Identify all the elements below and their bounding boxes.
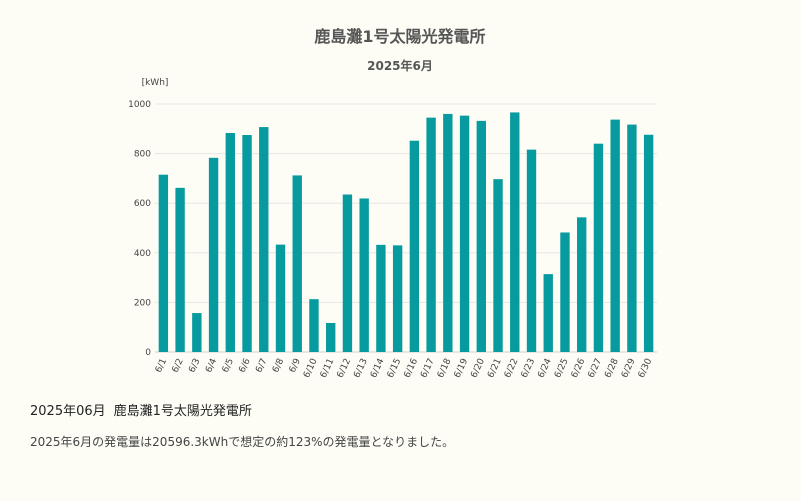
bar bbox=[225, 133, 235, 352]
y-tick-label: 1000 bbox=[128, 100, 151, 110]
x-tick-label: 6/11 bbox=[319, 357, 337, 380]
x-tick-label: 6/25 bbox=[553, 357, 571, 380]
bar bbox=[275, 244, 286, 352]
bar bbox=[426, 117, 436, 352]
bar bbox=[158, 174, 169, 352]
bar bbox=[359, 198, 369, 352]
report-month: 2025年06月 bbox=[30, 404, 106, 419]
bar bbox=[643, 134, 654, 352]
bar bbox=[593, 143, 604, 352]
x-tick-label: 6/27 bbox=[587, 357, 605, 380]
bar bbox=[309, 299, 319, 352]
x-tick-label: 6/1 bbox=[154, 357, 169, 374]
y-tick-label: 400 bbox=[134, 249, 151, 259]
x-tick-label: 6/20 bbox=[469, 357, 487, 380]
bar bbox=[577, 217, 587, 352]
x-axis-ticks: 6/1 6/2 6/3 6/4 6/5 6/6 6/7 6/8 6/9 6/10 6/11 6/12 6… bbox=[154, 357, 655, 380]
bar bbox=[627, 124, 637, 352]
y-axis-ticks: 0 200 400 600 800 1000 bbox=[128, 100, 151, 358]
bar bbox=[242, 135, 252, 352]
report-plant-name: 鹿島灘1号太陽光発電所 bbox=[113, 404, 252, 419]
x-tick-label: 6/16 bbox=[402, 357, 420, 380]
x-tick-label: 6/5 bbox=[221, 357, 236, 374]
bar bbox=[493, 179, 503, 352]
report-summary: 2025年6月の発電量は20596.3kWhで想定の約123%の発電量となりまし… bbox=[30, 435, 455, 449]
y-tick-label: 600 bbox=[134, 199, 151, 209]
bar bbox=[192, 313, 202, 352]
x-tick-label: 6/19 bbox=[453, 357, 471, 380]
y-tick-label: 800 bbox=[134, 150, 151, 160]
bar-chart: 鹿島灘1号太陽光発電所 2025年6月 [kWh] 0 200 400 600 800 1… bbox=[128, 27, 657, 380]
bar bbox=[292, 175, 302, 352]
bar bbox=[342, 194, 353, 352]
bar bbox=[326, 322, 336, 352]
bar bbox=[409, 140, 420, 352]
bar bbox=[610, 119, 620, 353]
bar bbox=[560, 232, 570, 352]
y-axis-unit-label: [kWh] bbox=[142, 78, 169, 88]
bar bbox=[259, 127, 269, 353]
bar bbox=[459, 115, 470, 352]
x-tick-label: 6/12 bbox=[336, 357, 354, 380]
bar bbox=[392, 245, 403, 352]
x-tick-label: 6/10 bbox=[302, 357, 320, 380]
bar bbox=[543, 274, 553, 352]
x-tick-label: 6/28 bbox=[603, 357, 621, 380]
x-tick-label: 6/17 bbox=[419, 357, 437, 380]
bars bbox=[158, 112, 654, 353]
y-tick-label: 200 bbox=[134, 298, 151, 308]
x-tick-label: 6/13 bbox=[352, 357, 370, 380]
x-tick-label: 6/22 bbox=[503, 357, 521, 380]
bar bbox=[510, 112, 520, 352]
bar bbox=[208, 157, 219, 352]
x-tick-label: 6/29 bbox=[620, 357, 638, 380]
x-tick-label: 6/21 bbox=[486, 357, 504, 380]
x-tick-label: 6/8 bbox=[271, 357, 286, 375]
report-heading: 2025年06月 鹿島灘1号太陽光発電所 bbox=[30, 400, 252, 419]
grid-lines bbox=[155, 103, 657, 353]
x-tick-label: 6/30 bbox=[637, 357, 655, 380]
bar bbox=[376, 244, 386, 352]
bar bbox=[526, 149, 537, 352]
chart-subtitle: 2025年6月 bbox=[367, 58, 433, 73]
x-tick-label: 6/3 bbox=[187, 357, 202, 374]
bar bbox=[175, 187, 185, 352]
x-tick-label: 6/7 bbox=[254, 357, 269, 374]
x-tick-label: 6/15 bbox=[386, 357, 404, 380]
chart-title: 鹿島灘1号太陽光発電所 bbox=[314, 27, 485, 46]
x-tick-label: 6/2 bbox=[171, 357, 186, 374]
x-tick-label: 6/26 bbox=[570, 357, 588, 380]
x-tick-label: 6/9 bbox=[288, 357, 303, 375]
x-tick-label: 6/4 bbox=[204, 357, 219, 375]
x-tick-label: 6/14 bbox=[369, 357, 387, 380]
x-tick-label: 6/24 bbox=[536, 357, 554, 380]
x-tick-label: 6/18 bbox=[436, 357, 454, 380]
bar bbox=[476, 120, 486, 352]
x-tick-label: 6/23 bbox=[520, 357, 538, 380]
x-tick-label: 6/6 bbox=[238, 357, 253, 375]
y-tick-label: 0 bbox=[145, 348, 151, 358]
bar bbox=[443, 113, 453, 352]
